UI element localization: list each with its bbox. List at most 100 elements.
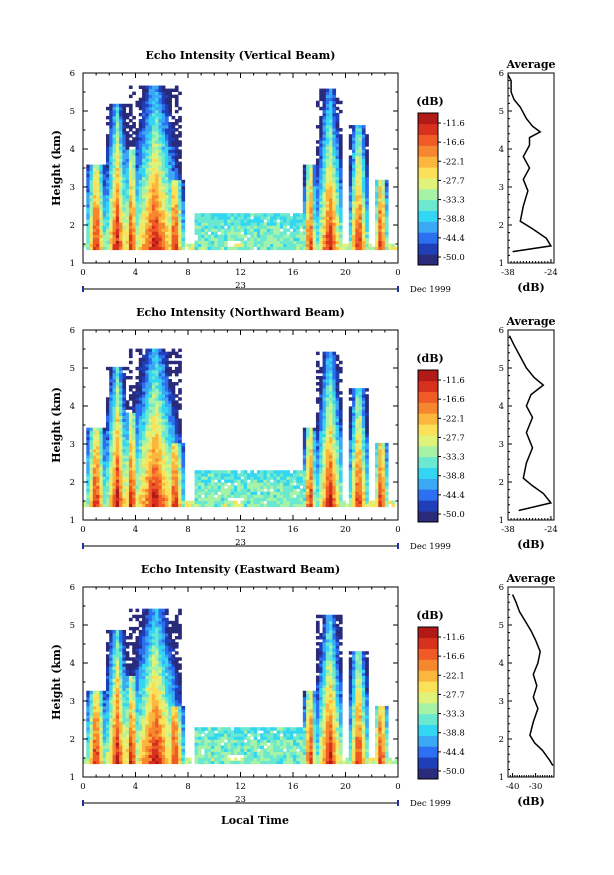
heatmap-cell: [322, 125, 327, 129]
heatmap-cell: [138, 403, 143, 407]
heatmap-cell: [335, 382, 340, 386]
heatmap-cell: [112, 479, 117, 483]
heatmap-cell: [115, 158, 120, 162]
heatmap-cell: [247, 240, 251, 245]
heatmap-cell: [122, 430, 127, 435]
heatmap-cell: [361, 488, 366, 492]
heatmap-cell: [329, 375, 333, 380]
heatmap-cell: [132, 188, 136, 193]
heatmap-cell: [151, 122, 156, 126]
heatmap-cell: [352, 222, 356, 226]
heatmap-cell: [181, 246, 186, 251]
heatmap-cell: [145, 388, 150, 392]
heatmap-cell: [142, 115, 146, 120]
heatmap-cell: [322, 412, 327, 416]
heatmap-cell: [122, 436, 127, 441]
heatmap-cell: [128, 210, 133, 214]
heatmap-cell: [233, 243, 238, 248]
heatmap-cell: [250, 234, 255, 238]
heatmap-cell: [161, 198, 166, 202]
heatmap-cell: [348, 494, 353, 498]
heatmap-cell: [361, 188, 366, 193]
heatmap-cell: [332, 448, 337, 453]
heatmap-cell: [135, 451, 140, 456]
heatmap-cell: [243, 476, 248, 480]
heatmap-cell: [99, 494, 104, 498]
heatmap-cell: [119, 176, 123, 181]
heatmap-cell: [325, 118, 330, 123]
heatmap-cell: [174, 201, 179, 205]
heatmap-cell: [361, 204, 366, 208]
heatmap-cell: [348, 170, 353, 175]
heatmap-cell: [335, 234, 340, 238]
heatmap-cell: [92, 500, 97, 505]
heatmap-cell: [355, 439, 360, 444]
heatmap-cell: [148, 125, 153, 129]
heatmap-cell: [319, 424, 323, 429]
heatmap-cell: [256, 222, 261, 226]
heatmap-cell: [112, 415, 117, 419]
heatmap-cell: [148, 415, 153, 419]
heatmap-cell: [148, 213, 153, 217]
heatmap-cell: [260, 494, 264, 498]
heatmap-cell: [276, 485, 281, 489]
heatmap-cell: [125, 146, 130, 150]
heatmap-cell: [122, 503, 127, 508]
heatmap-cell: [161, 427, 166, 432]
heatmap-cell: [161, 442, 166, 447]
heatmap-cell: [92, 210, 97, 214]
average-y-tick-label: 2: [499, 221, 504, 231]
heatmap-cell: [306, 191, 310, 196]
heatmap-cell: [210, 491, 215, 495]
heatmap-cell: [125, 115, 130, 120]
heatmap-cell: [161, 382, 166, 386]
heatmap-cell: [158, 436, 163, 441]
heatmap-cell: [286, 494, 291, 498]
heatmap-cell: [266, 482, 271, 486]
heatmap-cell: [201, 216, 205, 220]
heatmap-cell: [335, 143, 340, 147]
heatmap-cell: [338, 415, 343, 419]
heatmap-cell: [151, 240, 156, 245]
heatmap-cell: [112, 106, 117, 111]
heatmap-cell: [102, 473, 107, 477]
heatmap-cell: [138, 216, 143, 220]
heatmap-cell: [207, 500, 212, 505]
heatmap-cell: [119, 170, 123, 175]
heatmap-cell: [128, 421, 133, 426]
heatmap-cell: [329, 385, 333, 389]
heatmap-cell: [237, 246, 241, 251]
heatmap-cell: [122, 385, 127, 389]
heatmap-cell: [178, 228, 182, 232]
heatmap-cell: [155, 382, 159, 386]
heatmap-cell: [96, 497, 100, 502]
heatmap-cell: [332, 375, 337, 380]
heatmap-cell: [217, 476, 222, 480]
heatmap-cell: [289, 491, 294, 495]
heatmap-cell: [279, 485, 284, 489]
heatmap-cell: [361, 231, 366, 235]
heatmap-cell: [322, 464, 327, 468]
heatmap-cell: [352, 436, 356, 441]
heatmap-cell: [119, 137, 123, 141]
heatmap-cell: [109, 458, 113, 462]
heatmap-cell: [171, 234, 176, 238]
heatmap-cell: [99, 445, 104, 450]
heatmap-cell: [112, 436, 117, 441]
heatmap-cell: [355, 476, 360, 480]
heatmap-cell: [220, 219, 225, 223]
heatmap-cell: [338, 246, 343, 251]
heatmap-cell: [204, 231, 209, 235]
heatmap-cell: [276, 225, 281, 229]
heatmap-cell: [233, 219, 238, 223]
heatmap-cell: [145, 354, 150, 359]
heatmap-cell: [119, 403, 123, 407]
heatmap-cell: [145, 103, 150, 108]
heatmap-cell: [273, 503, 277, 508]
heatmap-cell: [168, 500, 172, 505]
heatmap-cell: [319, 222, 323, 226]
heatmap-cell: [312, 219, 317, 223]
heatmap-cell: [302, 176, 307, 181]
heatmap-cell: [158, 167, 163, 172]
heatmap-cell: [322, 458, 327, 462]
